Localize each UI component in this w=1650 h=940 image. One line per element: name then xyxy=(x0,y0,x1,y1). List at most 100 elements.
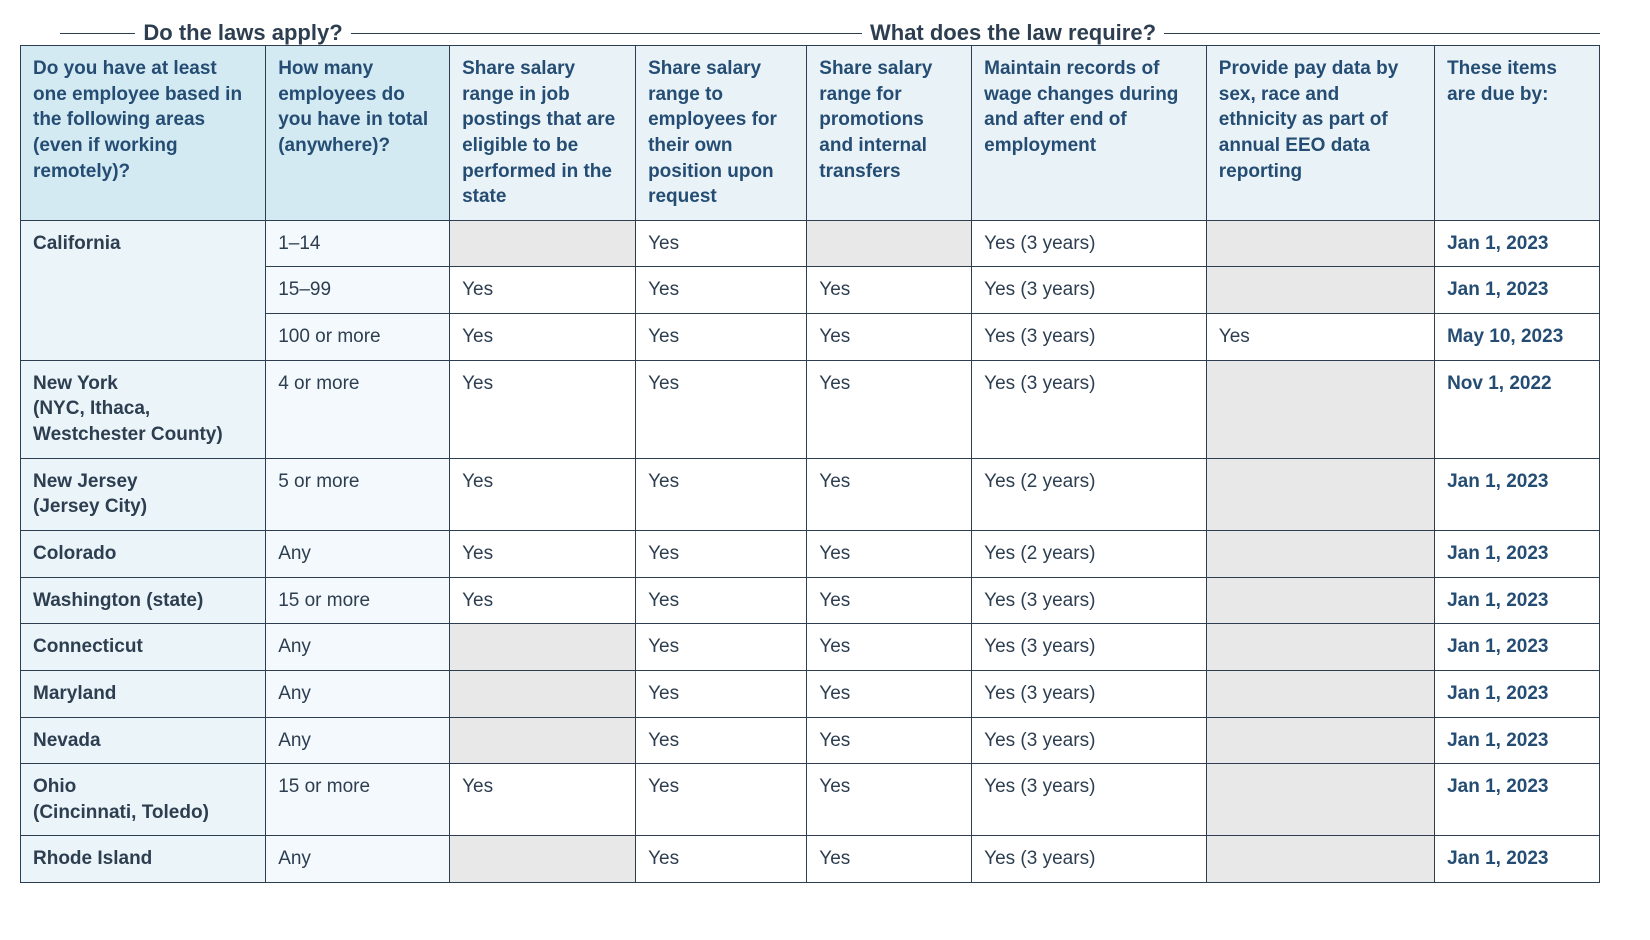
req-cell: Yes xyxy=(807,624,972,671)
table-row: New Jersey(Jersey City)5 or moreYesYesYe… xyxy=(21,458,1600,530)
employees-cell: 4 or more xyxy=(266,360,450,458)
req-cell: Yes xyxy=(450,458,636,530)
req-cell: Yes xyxy=(636,530,807,577)
req-cell: Yes (3 years) xyxy=(972,717,1207,764)
req-cell: Yes (3 years) xyxy=(972,267,1207,314)
employees-cell: Any xyxy=(266,624,450,671)
state-cell: Washington (state) xyxy=(21,577,266,624)
req-cell xyxy=(1206,836,1434,883)
req-cell: Yes xyxy=(636,267,807,314)
req-cell: Yes (3 years) xyxy=(972,577,1207,624)
table-row: ColoradoAnyYesYesYesYes (2 years)Jan 1, … xyxy=(21,530,1600,577)
req-cell: Yes xyxy=(807,360,972,458)
due-date-cell: Jan 1, 2023 xyxy=(1435,577,1600,624)
req-cell: Yes xyxy=(450,530,636,577)
req-cell xyxy=(1206,360,1434,458)
employees-cell: 1–14 xyxy=(266,220,450,267)
due-date-cell: Jan 1, 2023 xyxy=(1435,670,1600,717)
table-header-row: Do you have at least one employee based … xyxy=(21,46,1600,221)
group-headers: Do the laws apply? What does the law req… xyxy=(20,20,1600,46)
req-cell xyxy=(1206,267,1434,314)
table-row: MarylandAnyYesYesYes (3 years)Jan 1, 202… xyxy=(21,670,1600,717)
employees-cell: Any xyxy=(266,717,450,764)
table-row: New York(NYC, Ithaca, Westchester County… xyxy=(21,360,1600,458)
req-cell: Yes xyxy=(807,530,972,577)
req-cell xyxy=(450,836,636,883)
req-cell: Yes xyxy=(636,314,807,361)
req-cell xyxy=(1206,577,1434,624)
table-row: Ohio(Cincinnati, Toledo)15 or moreYesYes… xyxy=(21,764,1600,836)
due-date-cell: Jan 1, 2023 xyxy=(1435,458,1600,530)
col-header-employees: How many employees do you have in total … xyxy=(266,46,450,221)
due-date-cell: Jan 1, 2023 xyxy=(1435,717,1600,764)
col-header-req4: Maintain records of wage changes during … xyxy=(972,46,1207,221)
state-cell: Rhode Island xyxy=(21,836,266,883)
req-cell: Yes (3 years) xyxy=(972,360,1207,458)
req-cell: Yes xyxy=(636,220,807,267)
state-cell: Connecticut xyxy=(21,624,266,671)
laws-table: Do you have at least one employee based … xyxy=(20,45,1600,883)
req-cell xyxy=(1206,220,1434,267)
req-cell: Yes xyxy=(450,360,636,458)
req-cell xyxy=(1206,717,1434,764)
req-cell: Yes (3 years) xyxy=(972,220,1207,267)
employees-cell: Any xyxy=(266,836,450,883)
req-cell xyxy=(807,220,972,267)
req-cell: Yes (3 years) xyxy=(972,624,1207,671)
state-cell: Ohio(Cincinnati, Toledo) xyxy=(21,764,266,836)
req-cell: Yes xyxy=(636,577,807,624)
col-header-req5: Provide pay data by sex, race and ethnic… xyxy=(1206,46,1434,221)
due-date-cell: Jan 1, 2023 xyxy=(1435,624,1600,671)
state-cell: New York(NYC, Ithaca, Westchester County… xyxy=(21,360,266,458)
group-header-require: What does the law require? xyxy=(426,20,1600,46)
req-cell: Yes (3 years) xyxy=(972,670,1207,717)
table-row: California1–14YesYes (3 years)Jan 1, 202… xyxy=(21,220,1600,267)
req-cell xyxy=(1206,624,1434,671)
req-cell xyxy=(1206,670,1434,717)
due-date-cell: Jan 1, 2023 xyxy=(1435,764,1600,836)
req-cell xyxy=(450,670,636,717)
col-header-due: These items are due by: xyxy=(1435,46,1600,221)
employees-cell: 5 or more xyxy=(266,458,450,530)
req-cell: Yes xyxy=(807,458,972,530)
req-cell: Yes xyxy=(807,764,972,836)
req-cell xyxy=(1206,530,1434,577)
employees-cell: 15 or more xyxy=(266,577,450,624)
req-cell: Yes (2 years) xyxy=(972,458,1207,530)
req-cell xyxy=(450,717,636,764)
req-cell: Yes xyxy=(636,624,807,671)
employees-cell: 15–99 xyxy=(266,267,450,314)
req-cell: Yes xyxy=(807,577,972,624)
req-cell: Yes xyxy=(636,670,807,717)
group-header-apply-label: Do the laws apply? xyxy=(135,20,350,46)
req-cell: Yes xyxy=(807,267,972,314)
req-cell xyxy=(450,220,636,267)
col-header-req1: Share salary range in job postings that … xyxy=(450,46,636,221)
req-cell: Yes xyxy=(807,836,972,883)
table-row: ConnecticutAnyYesYesYes (3 years)Jan 1, … xyxy=(21,624,1600,671)
req-cell: Yes xyxy=(807,314,972,361)
state-cell: Colorado xyxy=(21,530,266,577)
state-cell: Nevada xyxy=(21,717,266,764)
req-cell: Yes (3 years) xyxy=(972,836,1207,883)
req-cell: Yes xyxy=(807,670,972,717)
state-cell: New Jersey(Jersey City) xyxy=(21,458,266,530)
group-header-require-label: What does the law require? xyxy=(862,20,1164,46)
due-date-cell: Jan 1, 2023 xyxy=(1435,267,1600,314)
due-date-cell: Jan 1, 2023 xyxy=(1435,220,1600,267)
due-date-cell: Nov 1, 2022 xyxy=(1435,360,1600,458)
employees-cell: Any xyxy=(266,670,450,717)
employees-cell: Any xyxy=(266,530,450,577)
due-date-cell: Jan 1, 2023 xyxy=(1435,836,1600,883)
req-cell: Yes xyxy=(636,458,807,530)
req-cell: Yes xyxy=(636,764,807,836)
group-header-apply: Do the laws apply? xyxy=(20,20,426,46)
col-header-req2: Share salary range to employees for thei… xyxy=(636,46,807,221)
table-row: Rhode IslandAnyYesYesYes (3 years)Jan 1,… xyxy=(21,836,1600,883)
due-date-cell: May 10, 2023 xyxy=(1435,314,1600,361)
col-header-state: Do you have at least one employee based … xyxy=(21,46,266,221)
table-row: Washington (state)15 or moreYesYesYesYes… xyxy=(21,577,1600,624)
req-cell: Yes xyxy=(450,764,636,836)
due-date-cell: Jan 1, 2023 xyxy=(1435,530,1600,577)
req-cell xyxy=(1206,764,1434,836)
